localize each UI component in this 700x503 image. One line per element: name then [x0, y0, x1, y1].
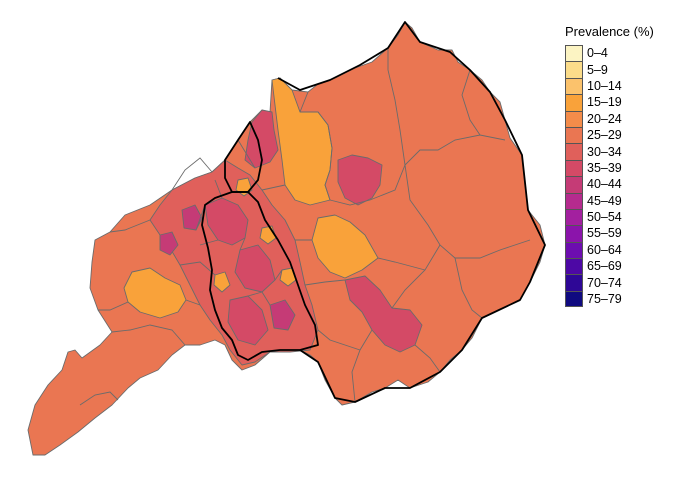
boundary-line — [199, 239, 219, 246]
boundary-line — [274, 269, 283, 281]
boundary-line — [98, 301, 129, 311]
legend-label: 5–9 — [587, 62, 608, 77]
legend-item: 15–19 — [565, 94, 654, 111]
legend-item: 20–24 — [565, 110, 654, 127]
legend-swatch — [565, 45, 583, 62]
boundary-line — [171, 157, 213, 191]
region-15-19-central — [311, 214, 379, 279]
legend-item: 55–59 — [565, 225, 654, 242]
boundary-line — [329, 134, 506, 206]
urban-cluster-d — [181, 204, 203, 231]
legend-swatch — [565, 192, 583, 209]
boundary-line — [261, 291, 271, 306]
legend-label: 60–64 — [587, 242, 622, 257]
legend-item: 65–69 — [565, 258, 654, 275]
urban-cluster-f — [159, 231, 179, 256]
region-15-19-west — [123, 267, 187, 319]
legend-swatch — [565, 225, 583, 242]
boundary-line — [414, 344, 441, 373]
boundary-line — [299, 91, 309, 113]
boundary-line — [351, 329, 373, 403]
district-boundary-north — [224, 121, 263, 193]
legend-swatch — [565, 110, 583, 127]
legend-item: 35–39 — [565, 159, 654, 177]
legend-item: 40–44 — [565, 176, 654, 193]
district-outline — [201, 21, 546, 403]
boundary-line — [304, 279, 346, 286]
legend-swatch — [565, 126, 583, 144]
legend-swatch — [565, 208, 583, 226]
legend-label: 15–19 — [587, 95, 622, 110]
boundary-line — [391, 244, 441, 309]
legend-title: Prevalence (%) — [565, 24, 654, 39]
boundary-line — [404, 164, 531, 259]
legend-label: 20–24 — [587, 111, 622, 126]
boundary-line — [237, 139, 256, 169]
legend-swatch — [565, 241, 583, 259]
legend-label: 55–59 — [587, 226, 622, 241]
region-35-39-north — [244, 109, 279, 169]
legend-swatch — [565, 290, 583, 308]
legend-item: 50–54 — [565, 208, 654, 226]
legend-swatch — [565, 159, 583, 177]
boundary-line — [454, 257, 483, 319]
urban-patch-orange-d — [279, 267, 297, 287]
legend-label: 25–29 — [587, 128, 622, 143]
boundary-line — [185, 299, 201, 306]
legend-item: 60–64 — [565, 241, 654, 259]
boundary-line — [111, 324, 186, 346]
legend-item: 75–79 — [565, 290, 654, 308]
legend-item: 70–74 — [565, 274, 654, 291]
choropleth-map — [27, 21, 546, 456]
boundary-line — [461, 69, 481, 136]
boundary-line — [239, 237, 246, 251]
boundary-line — [109, 219, 151, 233]
boundary-line — [387, 48, 406, 166]
legend: Prevalence (%) 0–4 5–9 10–14 15–19 20–24 25–2… — [565, 24, 654, 308]
boundary-line — [317, 329, 361, 351]
legend-label: 0–4 — [587, 46, 608, 61]
legend-label: 45–49 — [587, 193, 622, 208]
boundary-line — [300, 111, 333, 201]
legend-items: 0–4 5–9 10–14 15–19 20–24 25–29 30–34 35–39 40–4… — [565, 45, 654, 308]
legend-item: 25–29 — [565, 126, 654, 144]
boundary-line — [377, 257, 426, 271]
legend-swatch — [565, 94, 583, 111]
boundary-line — [179, 261, 216, 276]
legend-label: 30–34 — [587, 144, 622, 159]
region-35-39-east — [337, 154, 383, 206]
legend-item: 0–4 — [565, 45, 654, 62]
urban-cluster-b — [234, 244, 276, 293]
urban-cluster-c — [227, 295, 269, 346]
legend-label: 40–44 — [587, 177, 622, 192]
legend-item: 5–9 — [565, 61, 654, 78]
district-boundary-east — [277, 21, 546, 403]
legend-swatch — [565, 143, 583, 160]
legend-label: 10–14 — [587, 78, 622, 93]
legend-swatch — [565, 176, 583, 193]
legend-label: 50–54 — [587, 210, 622, 225]
region-boundaries — [79, 48, 531, 406]
boundary-line — [261, 184, 286, 191]
urban-patch-orange-c — [213, 271, 231, 293]
legend-label: 70–74 — [587, 275, 622, 290]
legend-item: 45–49 — [565, 192, 654, 209]
boundary-line — [247, 291, 263, 297]
legend-label: 65–69 — [587, 259, 622, 274]
legend-swatch — [565, 274, 583, 291]
boundary-line — [79, 391, 119, 406]
legend-swatch — [565, 77, 583, 95]
urban-cluster-e — [269, 299, 296, 331]
map-regions — [27, 21, 546, 456]
legend-item: 10–14 — [565, 77, 654, 95]
legend-swatch — [565, 61, 583, 78]
legend-label: 35–39 — [587, 160, 622, 175]
legend-item: 30–34 — [565, 143, 654, 160]
legend-label: 75–79 — [587, 292, 622, 307]
legend-swatch — [565, 258, 583, 275]
